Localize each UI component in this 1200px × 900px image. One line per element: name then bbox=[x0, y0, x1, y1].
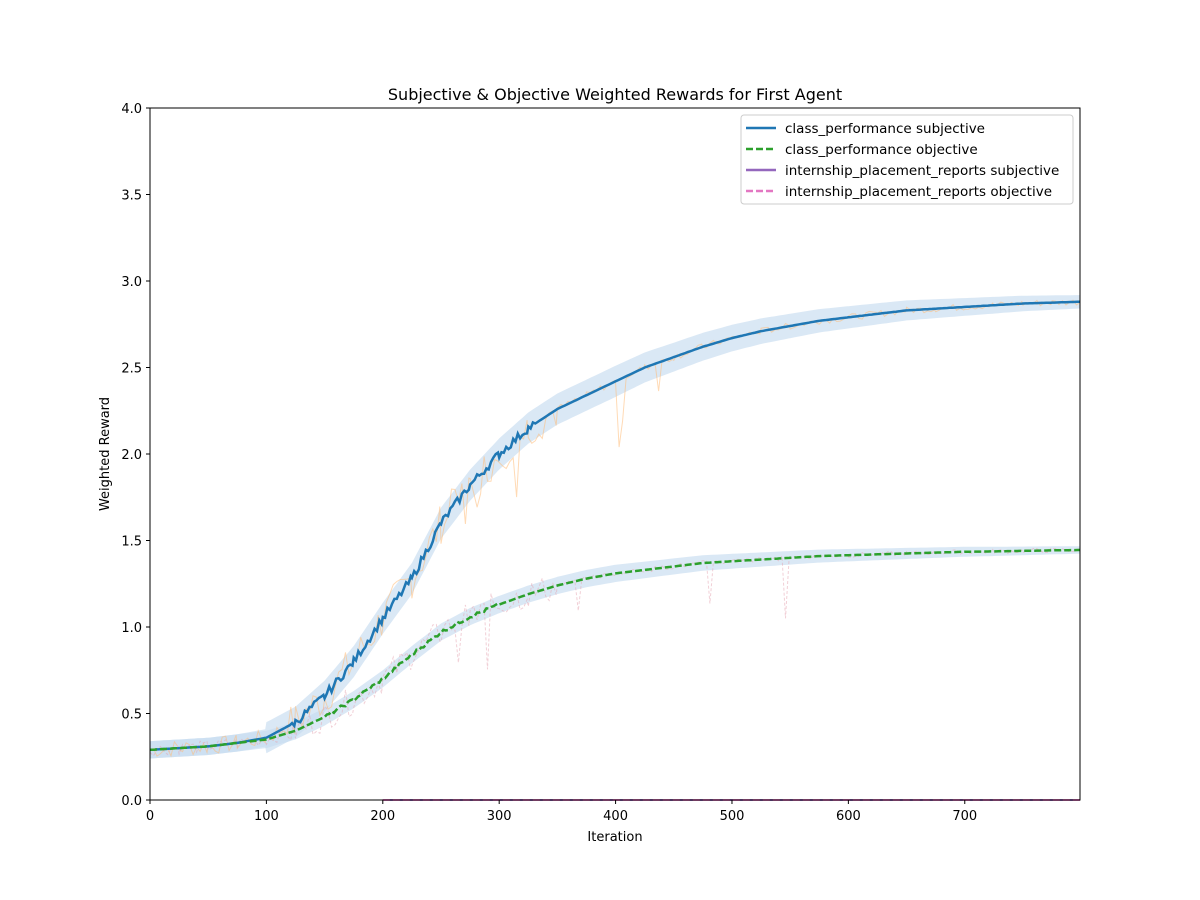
y-tick-label: 0.5 bbox=[121, 708, 142, 723]
legend-box bbox=[740, 114, 1074, 205]
confidence-bands bbox=[150, 295, 1080, 759]
legend-label: class_performance objective bbox=[785, 142, 978, 158]
series-line-class-performance-subjective bbox=[149, 300, 1080, 752]
y-axis-ticks: 0.0 0.5 1.0 1.5 2.0 2.5 3.0 3.5 4.0 bbox=[121, 102, 150, 809]
y-tick-label: 0.0 bbox=[121, 794, 142, 809]
y-tick-label: 1.5 bbox=[121, 535, 142, 550]
x-tick-label: 100 bbox=[254, 809, 279, 824]
x-tick-label: 400 bbox=[603, 809, 628, 824]
x-axis-label: Iteration bbox=[587, 830, 642, 845]
y-tick-label: 1.0 bbox=[121, 621, 142, 636]
y-tick-label: 3.0 bbox=[121, 275, 142, 290]
x-axis-ticks: 0 100 200 300 400 500 600 700 bbox=[146, 800, 977, 824]
x-tick-label: 0 bbox=[146, 809, 154, 824]
y-tick-label: 2.0 bbox=[121, 448, 142, 463]
legend-label: internship_placement_reports objective bbox=[785, 184, 1052, 200]
y-axis-label: Weighted Reward bbox=[98, 397, 113, 511]
legend: class_performance subjective class_perfor… bbox=[740, 114, 1074, 205]
confidence-band-objective bbox=[150, 546, 1080, 759]
y-tick-label: 3.5 bbox=[121, 189, 142, 204]
x-tick-label: 700 bbox=[952, 809, 977, 824]
legend-label: class_performance subjective bbox=[785, 121, 985, 137]
y-tick-label: 2.5 bbox=[121, 362, 142, 377]
x-tick-label: 300 bbox=[487, 809, 512, 824]
legend-label: internship_placement_reports subjective bbox=[785, 163, 1059, 179]
confidence-band-subjective bbox=[150, 295, 1080, 759]
x-tick-label: 500 bbox=[720, 809, 745, 824]
series-line-class-performance-objective bbox=[149, 548, 1080, 752]
x-tick-label: 200 bbox=[370, 809, 395, 824]
chart-title: Subjective & Objective Weighted Rewards … bbox=[388, 85, 842, 104]
y-tick-label: 4.0 bbox=[121, 102, 142, 117]
x-tick-label: 600 bbox=[836, 809, 861, 824]
